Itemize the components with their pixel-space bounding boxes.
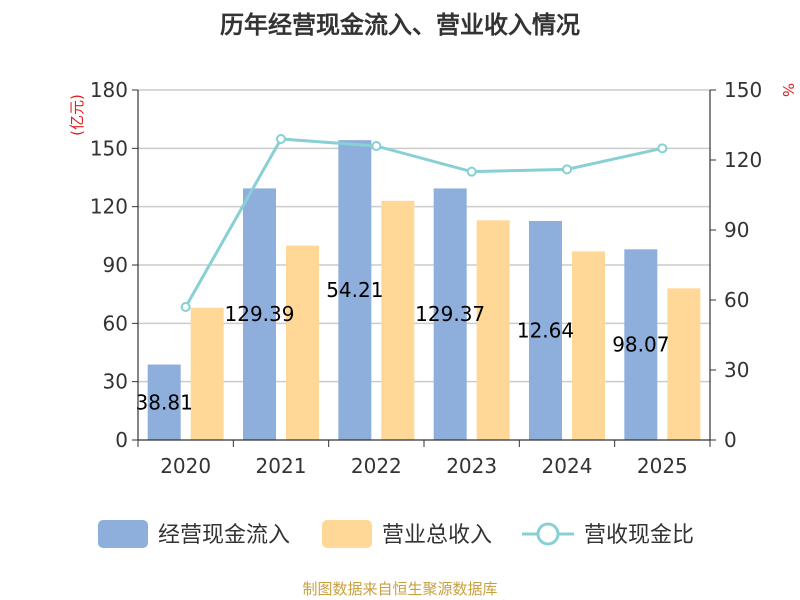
x-tick-label: 2022 [351,454,402,478]
legend-swatch-cashflow [98,520,148,548]
ratio-line [180,134,668,312]
x-tick-label: 2024 [542,454,593,478]
grid-lines [138,89,710,383]
right-tick-label: 60 [724,288,749,312]
bar-cashflow [529,220,562,440]
left-tick-label: 90 [103,253,128,277]
data-label-cashflow: 54.21 [326,278,383,302]
bar-cashflow [624,249,658,440]
legend-label-cashflow: 经营现金流入 [158,523,290,548]
legend-label-ratio: 营收现金比 [584,523,694,548]
bar-revenue [286,245,319,440]
legend-marker-ratio [536,522,560,546]
bar-revenue [572,251,605,440]
data-label-cashflow: 129.39 [225,302,295,326]
ratio-point [466,166,477,177]
ratio-point [276,134,286,144]
x-tick-label: 2023 [446,454,497,478]
right-axis-unit: % [779,83,797,97]
legend-swatch-revenue [322,520,372,548]
left-axis-unit: (亿元) [68,94,86,136]
bars [147,140,701,440]
bar-revenue [381,200,415,440]
right-tick-label: 90 [724,218,749,242]
right-tick-label: 120 [724,148,762,172]
left-tick-label: 150 [90,136,128,160]
data-label-cashflow: 98.07 [612,333,669,357]
right-tick-label: 0 [724,428,737,452]
legend-label-revenue: 营业总收入 [382,523,492,548]
bar-revenue [667,288,701,440]
bar-cashflow [433,188,467,440]
ratio-point [562,164,572,175]
data-labels: 38.81 129.39 54.21 129.37 12.64 98.07 [136,278,670,414]
ratio-line-path [184,137,663,308]
left-tick-label: 180 [90,78,128,102]
left-tick-label: 120 [90,195,128,219]
bar-cashflow [147,364,181,440]
ratio-point [657,143,668,154]
source-note: 制图数据来自恒生聚源数据库 [302,580,497,598]
left-tick-label: 0 [115,428,128,452]
ratio-point [180,302,191,312]
right-tick-label: 150 [724,78,762,102]
chart-title: 历年经营现金流入、营业收入情况 [220,11,580,39]
left-tick-label: 30 [103,370,128,394]
ratio-point [371,141,382,151]
x-tick-label: 2025 [637,454,688,478]
x-tick-label: 2020 [160,454,211,478]
axes: 0 30 60 90 120 150 180 0 30 60 90 120 150 2020 2021 202… [90,78,762,478]
x-tick-label: 2021 [256,454,307,478]
legend: 经营现金流入 营业总收入 营收现金比 [98,520,694,548]
bar-revenue [476,220,510,440]
bar-revenue [190,307,224,440]
data-label-cashflow: 38.81 [136,390,193,414]
right-tick-label: 30 [724,358,749,382]
bar-cashflow [338,140,372,440]
data-label-cashflow: 129.37 [415,302,485,326]
left-tick-label: 60 [103,311,128,335]
bar-cashflow [243,188,276,440]
data-label-cashflow: 12.64 [517,318,574,342]
